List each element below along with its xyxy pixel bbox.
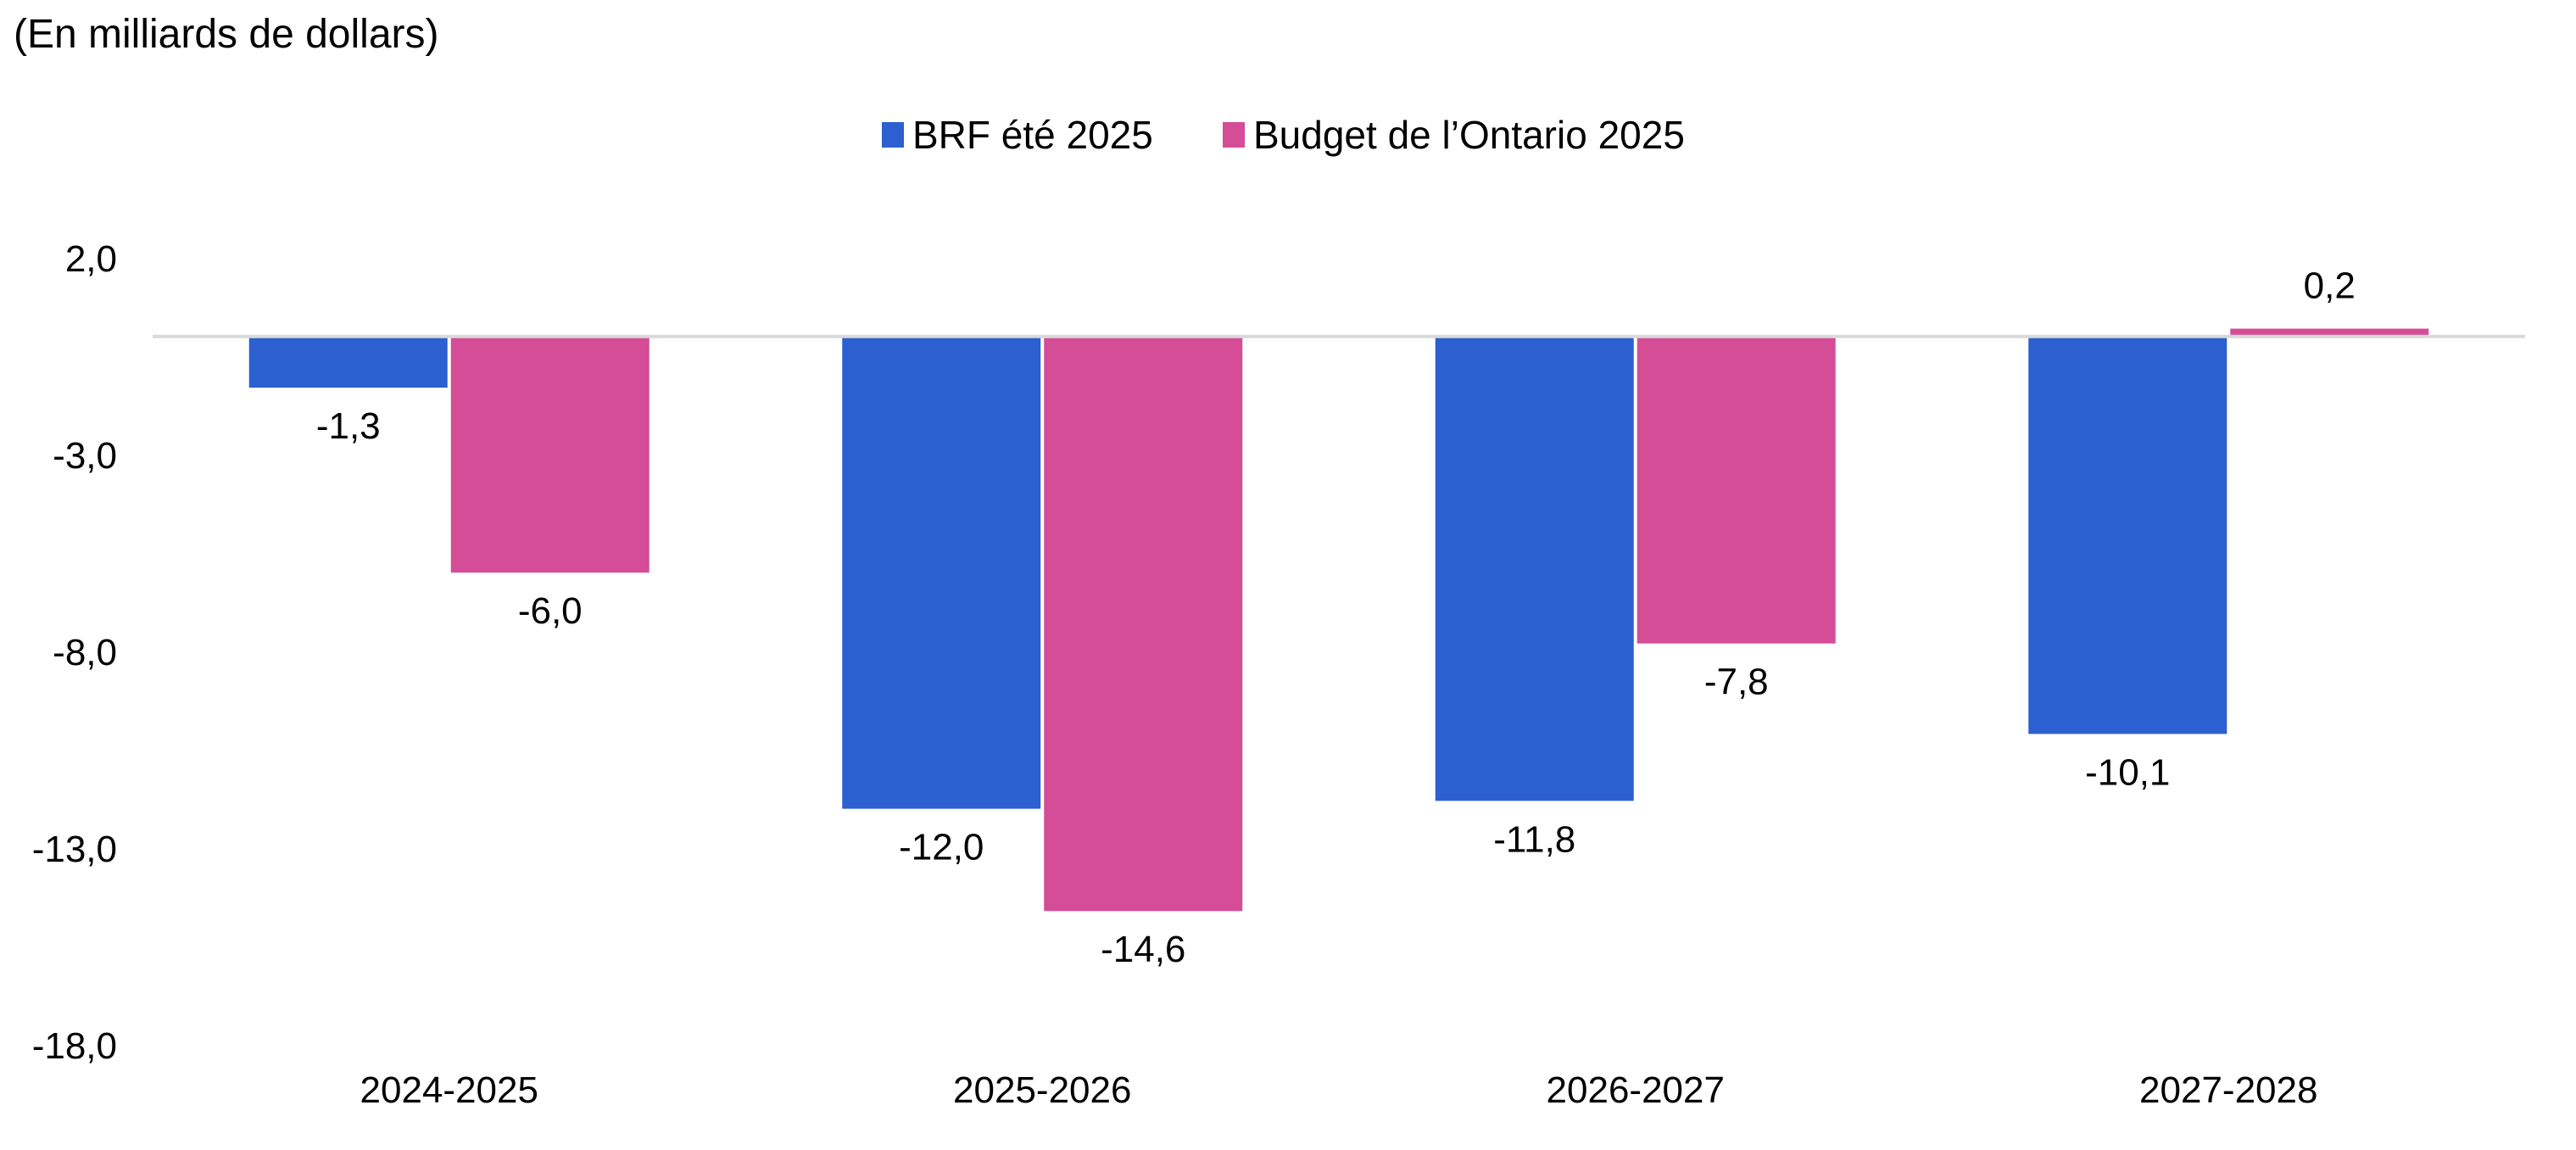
- legend-label-brf: BRF été 2025: [912, 113, 1153, 157]
- y-tick-label: -3,0: [53, 435, 117, 477]
- bar-brf-2025-2026: [842, 336, 1041, 809]
- legend: BRF été 2025 Budget de l’Ontario 2025: [882, 113, 1685, 157]
- legend-label-budget: Budget de l’Ontario 2025: [1253, 113, 1685, 157]
- bar-budget-2024-2025: [450, 336, 650, 573]
- bar-brf-2026-2027: [1435, 336, 1634, 801]
- x-tick-label: 2026-2027: [1547, 1069, 1725, 1111]
- y-tick-label: -18,0: [32, 1025, 117, 1067]
- bar-budget-2026-2027: [1636, 336, 1836, 644]
- data-label: -12,0: [899, 827, 984, 868]
- unit-label: (En milliards de dollars): [14, 12, 439, 57]
- data-labels: -1,3 -6,0 -12,0 -14,6 -11,8 -7,8 -10,1 0,2: [316, 265, 2356, 971]
- x-tick-label: 2025-2026: [953, 1069, 1131, 1111]
- bar-budget-2025-2026: [1044, 336, 1243, 912]
- y-axis-tick-labels: 2,0 -3,0 -8,0 -13,0 -18,0: [32, 238, 117, 1067]
- y-tick-label: -8,0: [53, 632, 117, 673]
- legend-swatch-brf: [882, 122, 904, 148]
- x-axis-tick-labels: 2024-2025 2025-2026 2026-2027 2027-2028: [360, 1069, 2318, 1111]
- bar-brf-2027-2028: [2028, 336, 2228, 734]
- data-label: -11,8: [1493, 818, 1575, 860]
- data-label: -10,1: [2085, 751, 2170, 793]
- data-label: -7,8: [1704, 662, 1769, 703]
- x-tick-label: 2027-2028: [2139, 1069, 2317, 1111]
- data-label: -1,3: [316, 405, 381, 447]
- bars: [248, 328, 2429, 912]
- data-label: 0,2: [2304, 265, 2356, 307]
- bar-brf-2024-2025: [248, 336, 448, 388]
- data-label: -6,0: [518, 590, 583, 632]
- bar-budget-2027-2028: [2230, 328, 2429, 337]
- y-tick-label: 2,0: [65, 238, 117, 280]
- legend-swatch-budget: [1223, 122, 1245, 148]
- y-tick-label: -13,0: [32, 829, 117, 870]
- data-label: -14,6: [1101, 929, 1185, 970]
- x-tick-label: 2024-2025: [360, 1069, 538, 1111]
